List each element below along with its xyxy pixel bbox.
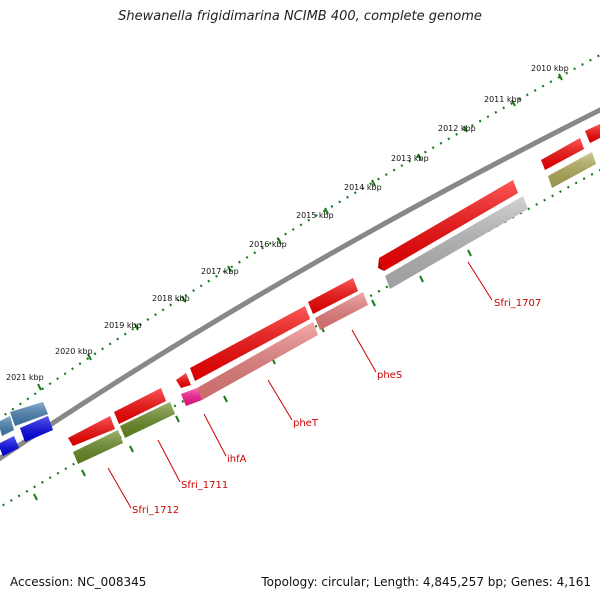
gene-feature-forward[interactable] [176,373,191,388]
gene-feature-forward[interactable] [190,306,310,381]
gene-feature-forward[interactable] [308,278,358,314]
ruler-label-2010: 2010 kbp [531,64,569,73]
ruler-label-2015: 2015 kbp [296,211,334,220]
ruler-label-2016: 2016 kbp [249,240,287,249]
gene-feature-forward[interactable] [114,388,166,424]
gene-feature-inner[interactable] [548,152,596,188]
genome-summary-text: Topology: circular; Length: 4,845,257 bp… [261,575,591,589]
ruler-label-2013: 2013 kbp [391,154,429,163]
gene-feature-inner[interactable] [315,292,368,330]
gene-feature-inner[interactable] [20,416,53,442]
gene-feature-inner[interactable] [197,322,318,400]
gene-feature-inner[interactable] [181,388,202,406]
ruler-label-2014: 2014 kbp [344,183,382,192]
ruler-label-2018: 2018 kbp [152,294,190,303]
ruler-label-2020: 2020 kbp [55,347,93,356]
gene-label-leaders [107,261,493,509]
genome-backbone [0,107,600,462]
gene-feature-forward[interactable] [68,416,115,446]
gene-feature-forward[interactable] [378,180,518,271]
ruler-label-2019: 2019 kbp [104,321,142,330]
gene-label-phet[interactable]: pheT [293,418,319,429]
gene-feature-inner[interactable] [120,402,175,438]
gene-feature-inner[interactable] [0,436,19,456]
gene-feature-forward[interactable] [585,124,600,143]
ruler-ticks [37,73,563,391]
gene-feature-forward[interactable] [0,416,14,436]
gene-feature-inner[interactable] [385,196,528,289]
ruler-label-2017: 2017 kbp [201,267,239,276]
accession-text: Accession: NC_008345 [10,575,147,589]
ruler-label-2021: 2021 kbp [6,373,44,382]
gene-feature-inner[interactable] [73,430,123,464]
ruler-track [0,54,600,420]
gene-feature-forward[interactable] [541,138,584,170]
ruler-label-2011: 2011 kbp [484,95,522,104]
gene-label-phes[interactable]: pheS [377,370,402,381]
gene-label-sfri-1712[interactable]: Sfri_1712 [132,505,179,516]
gene-label-ihfa[interactable]: ihfA [227,454,247,465]
gene-feature-forward[interactable] [10,402,48,426]
gene-label-sfri-1707[interactable]: Sfri_1707 [494,298,541,309]
ruler-label-2012: 2012 kbp [438,124,476,133]
gene-label-sfri-1711[interactable]: Sfri_1711 [181,480,228,491]
map-title: Shewanella frigidimarina NCIMB 400, comp… [118,9,482,24]
